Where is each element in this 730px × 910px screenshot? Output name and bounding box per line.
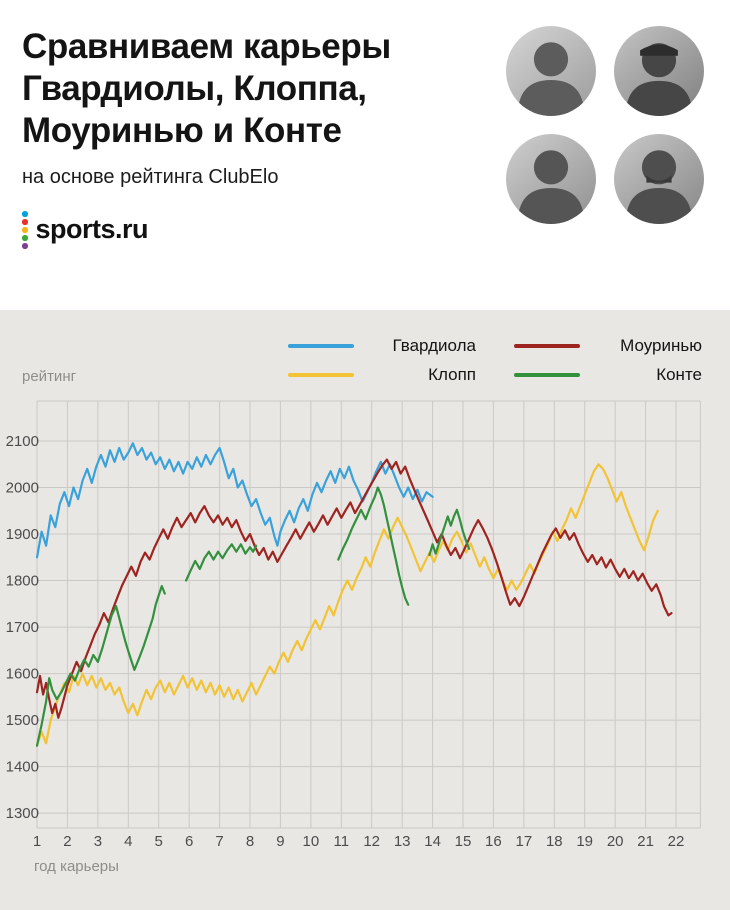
svg-text:1600: 1600 [6, 666, 39, 683]
svg-text:19: 19 [576, 833, 593, 850]
svg-text:18: 18 [546, 833, 563, 850]
svg-text:1300: 1300 [6, 805, 39, 822]
series-line-2 [35, 458, 673, 719]
svg-text:2: 2 [63, 833, 71, 850]
svg-text:1800: 1800 [6, 573, 39, 590]
manager-photos [506, 26, 704, 224]
person-silhouette-icon [625, 43, 693, 116]
svg-text:7: 7 [215, 833, 223, 850]
legend-label-klopp: Клопп [428, 365, 476, 384]
legend-label-mourinho: Моуринью [620, 336, 702, 355]
page-title: Сравниваем карьеры Гвардиолы, Клоппа, Мо… [22, 27, 391, 150]
legend-line-guardiola [288, 344, 354, 348]
svg-text:22: 22 [668, 833, 685, 850]
logo-dot [22, 227, 28, 233]
series-line-3 [337, 486, 410, 606]
legend-column-left: Гвардиола Клопп [288, 336, 476, 385]
svg-text:5: 5 [155, 833, 163, 850]
svg-text:1500: 1500 [6, 712, 39, 729]
avatar-klopp [614, 26, 704, 116]
legend-item-guardiola: Гвардиола [288, 336, 476, 356]
logo-dot [22, 219, 28, 225]
svg-text:9: 9 [276, 833, 284, 850]
svg-text:16: 16 [485, 833, 502, 850]
legend-line-mourinho [514, 344, 580, 348]
legend-label-guardiola: Гвардиола [392, 336, 476, 355]
logo-dot [22, 211, 28, 217]
legend-item-mourinho: Моуринью [514, 336, 702, 356]
svg-text:21: 21 [637, 833, 654, 850]
svg-text:1400: 1400 [6, 759, 39, 776]
header: Сравниваем карьеры Гвардиолы, Клоппа, Мо… [0, 0, 730, 310]
legend-line-klopp [288, 373, 354, 377]
x-axis-tick-labels: 1 2 3 4 5 6 7 8 9 10 11 12 13 14 15 16 17 18 19 20 21 22 [33, 833, 685, 850]
avatar-conte [614, 134, 704, 224]
person-silhouette-icon [517, 42, 585, 116]
svg-text:1700: 1700 [6, 619, 39, 636]
svg-text:1: 1 [33, 833, 41, 850]
x-axis-title: год карьеры [34, 858, 119, 875]
series-line-3 [35, 585, 166, 747]
legend-item-conte: Конте [514, 365, 702, 385]
person-silhouette-icon [517, 150, 585, 224]
svg-text:3: 3 [94, 833, 102, 850]
svg-text:4: 4 [124, 833, 132, 850]
svg-text:8: 8 [246, 833, 254, 850]
svg-text:6: 6 [185, 833, 193, 850]
svg-text:10: 10 [303, 833, 320, 850]
svg-text:20: 20 [607, 833, 624, 850]
legend-line-conte [514, 373, 580, 377]
logo-wordmark: sports.ru [35, 214, 149, 245]
svg-text:15: 15 [455, 833, 472, 850]
svg-text:13: 13 [394, 833, 411, 850]
person-silhouette-icon [625, 150, 693, 224]
y-axis-tick-labels: 1300 1400 1500 1600 1700 1800 1900 2000 2100 [6, 433, 39, 822]
svg-text:17: 17 [516, 833, 533, 850]
chart-panel: Гвардиола Клопп Моуринью Конте рейтинг [0, 310, 730, 910]
subtitle: на основе рейтинга ClubElo [22, 166, 279, 188]
chart-grid [36, 400, 701, 829]
svg-text:14: 14 [424, 833, 441, 850]
series-line-3 [185, 543, 258, 582]
avatar-guardiola [506, 26, 596, 116]
logo-dot [22, 235, 28, 241]
chart-legend: Гвардиола Клопп Моуринью Конте [0, 336, 730, 385]
chart-area: 1300 1400 1500 1600 1700 1800 1900 2000 2100 1 2 3 4… [0, 393, 730, 858]
svg-text:11: 11 [334, 833, 350, 850]
logo-dot [22, 243, 28, 249]
legend-label-conte: Конте [656, 365, 702, 384]
legend-column-right: Моуринью Конте [514, 336, 702, 385]
svg-text:1900: 1900 [6, 526, 39, 543]
svg-text:2100: 2100 [6, 433, 39, 450]
series-line-3 [428, 508, 471, 557]
series-line-1 [35, 463, 659, 747]
svg-text:12: 12 [363, 833, 380, 850]
avatar-mourinho [506, 134, 596, 224]
y-axis-title: рейтинг [22, 368, 77, 385]
logo-dots-icon [22, 211, 28, 249]
sports-ru-logo: sports.ru [22, 211, 702, 249]
svg-text:2000: 2000 [6, 480, 39, 497]
legend-item-klopp: Клопп [288, 365, 476, 385]
